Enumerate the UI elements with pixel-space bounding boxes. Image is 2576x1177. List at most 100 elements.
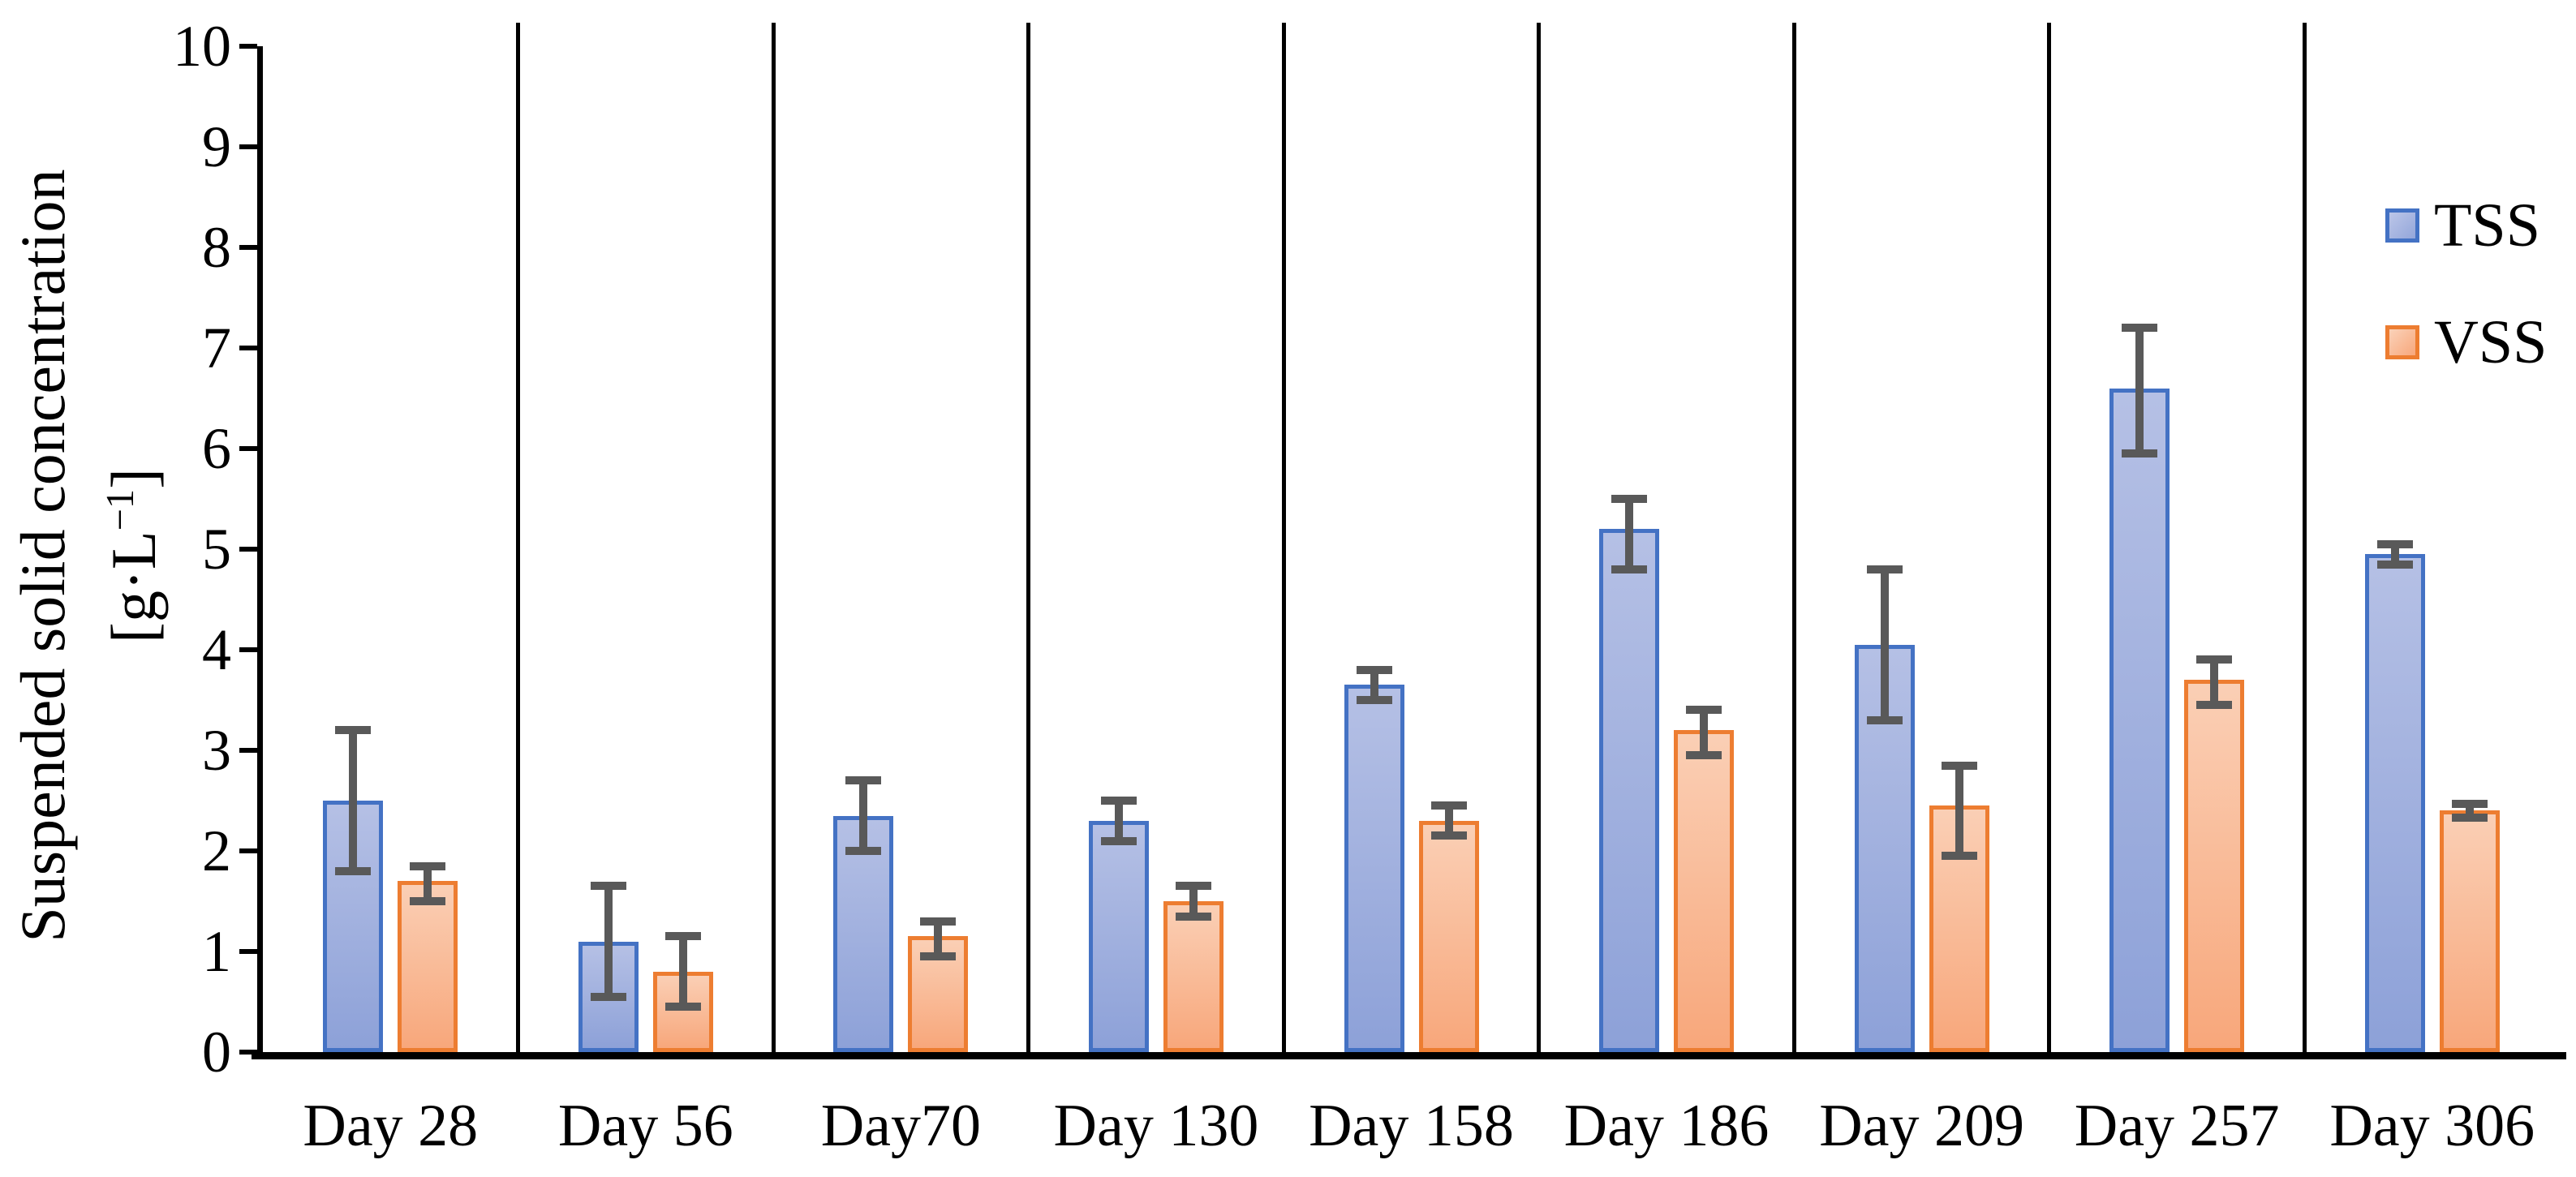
bar-vss-day-28	[398, 881, 458, 1052]
error-bar-cap-top	[590, 882, 626, 891]
bar-vss-day-306	[2439, 810, 2500, 1052]
y-tick	[239, 647, 257, 652]
x-category-label: Day 209	[1819, 1093, 2024, 1159]
y-tick	[239, 144, 257, 149]
category-divider	[771, 23, 776, 1052]
error-bar-cap-bottom	[2196, 701, 2233, 710]
error-bar-cap-top	[2196, 655, 2233, 664]
error-bar-cap-bottom	[2122, 449, 2158, 458]
y-tick	[239, 44, 257, 49]
error-bar-cap-bottom	[1686, 751, 1722, 760]
y-tick	[239, 446, 257, 451]
y-tick	[239, 346, 257, 350]
error-bar-cap-bottom	[1866, 715, 1903, 724]
error-bar-cap-bottom	[1941, 852, 1977, 861]
error-bar-cap-top	[1866, 565, 1903, 573]
error-bar-line	[1444, 805, 1453, 836]
error-bar-cap-bottom	[845, 847, 882, 855]
error-bar-cap-top	[2376, 539, 2413, 548]
x-category-label: Day70	[820, 1093, 982, 1159]
error-bar-cap-top	[2122, 324, 2158, 333]
bar-tss-day-130	[1088, 820, 1149, 1052]
error-bar-line	[2210, 659, 2219, 706]
error-bar-cap-top	[335, 726, 372, 735]
y-tick	[239, 748, 257, 753]
error-bar-line	[1189, 886, 1198, 917]
category-divider	[1026, 23, 1031, 1052]
y-tick	[239, 848, 257, 853]
x-category-label: Day 56	[557, 1093, 733, 1159]
error-bar-cap-top	[1175, 882, 1211, 891]
error-bar-line	[859, 780, 868, 851]
error-bar-cap-top	[1100, 797, 1137, 805]
x-axis-line	[252, 1052, 2566, 1059]
legend-label-vss: VSS	[2434, 308, 2548, 376]
y-tick	[239, 547, 257, 552]
error-bar-line	[424, 866, 432, 901]
category-divider	[2302, 23, 2307, 1052]
error-bar-cap-top	[1356, 665, 1392, 674]
error-bar-cap-top	[845, 776, 882, 785]
x-category-label: Day 186	[1563, 1093, 1770, 1159]
y-tick-label: 5	[202, 517, 231, 582]
x-category-label: Day 257	[2074, 1093, 2280, 1159]
y-tick-label: 0	[202, 1020, 231, 1085]
category-divider	[2047, 23, 2052, 1052]
bar-tss-day-158	[1344, 685, 1404, 1052]
error-bar-cap-bottom	[1356, 696, 1392, 704]
error-bar-cap-bottom	[664, 1003, 701, 1012]
error-bar-cap-bottom	[2376, 560, 2413, 569]
error-bar-cap-top	[1941, 761, 1977, 770]
error-bar-cap-bottom	[1611, 565, 1648, 573]
category-divider	[1281, 23, 1286, 1052]
error-bar-cap-bottom	[335, 866, 372, 875]
error-bar-line	[1700, 710, 1709, 756]
category-divider	[516, 23, 521, 1052]
error-bar-line	[934, 921, 943, 957]
y-tick	[239, 245, 257, 250]
legend-item-vss: VSS	[2385, 310, 2547, 375]
y-tick-label: 8	[202, 215, 231, 280]
y-tick-label: 6	[202, 416, 231, 481]
category-divider	[1537, 23, 1542, 1052]
error-bar-cap-bottom	[2451, 814, 2488, 823]
error-bar-cap-top	[1686, 706, 1722, 715]
bar-tss-day-306	[2364, 554, 2425, 1052]
bar-tss-day70	[833, 815, 894, 1052]
error-bar-cap-top	[1611, 495, 1648, 503]
y-tick	[239, 1050, 257, 1055]
bar-tss-day-186	[1599, 529, 1660, 1052]
error-bar-line	[1955, 765, 1963, 857]
error-bar-cap-bottom	[410, 897, 446, 905]
bar-vss-day-158	[1418, 820, 1479, 1052]
error-bar-cap-top	[1430, 801, 1467, 810]
y-tick	[239, 949, 257, 954]
error-bar-cap-top	[920, 917, 957, 926]
x-category-label: Day 28	[303, 1093, 479, 1159]
error-bar-line	[1114, 801, 1123, 841]
x-category-label: Day 158	[1309, 1093, 1514, 1159]
error-bar-cap-bottom	[1430, 831, 1467, 840]
category-divider	[1791, 23, 1796, 1052]
bar-vss-day-257	[2184, 680, 2245, 1052]
y-tick-label: 3	[202, 718, 231, 783]
y-tick-label: 10	[173, 14, 231, 79]
y-tick-label: 4	[202, 617, 231, 682]
error-bar-cap-top	[2451, 799, 2488, 808]
bar-vss-day-186	[1674, 730, 1735, 1052]
y-tick-label: 2	[202, 818, 231, 883]
error-bar-cap-bottom	[920, 952, 957, 961]
error-bar-line	[1370, 669, 1378, 700]
legend-label-tss: TSS	[2434, 191, 2540, 260]
legend-swatch-vss	[2385, 325, 2419, 359]
error-bar-line	[678, 936, 687, 1007]
legend-item-tss: TSS	[2385, 193, 2540, 258]
y-tick-label: 9	[202, 114, 231, 179]
error-bar-line	[1625, 499, 1634, 569]
y-tick-label: 1	[202, 919, 231, 984]
error-bar-cap-bottom	[1175, 912, 1211, 921]
x-category-label: Day 306	[2329, 1093, 2535, 1159]
error-bar-line	[1880, 569, 1889, 720]
bar-vss-day-130	[1163, 901, 1223, 1052]
